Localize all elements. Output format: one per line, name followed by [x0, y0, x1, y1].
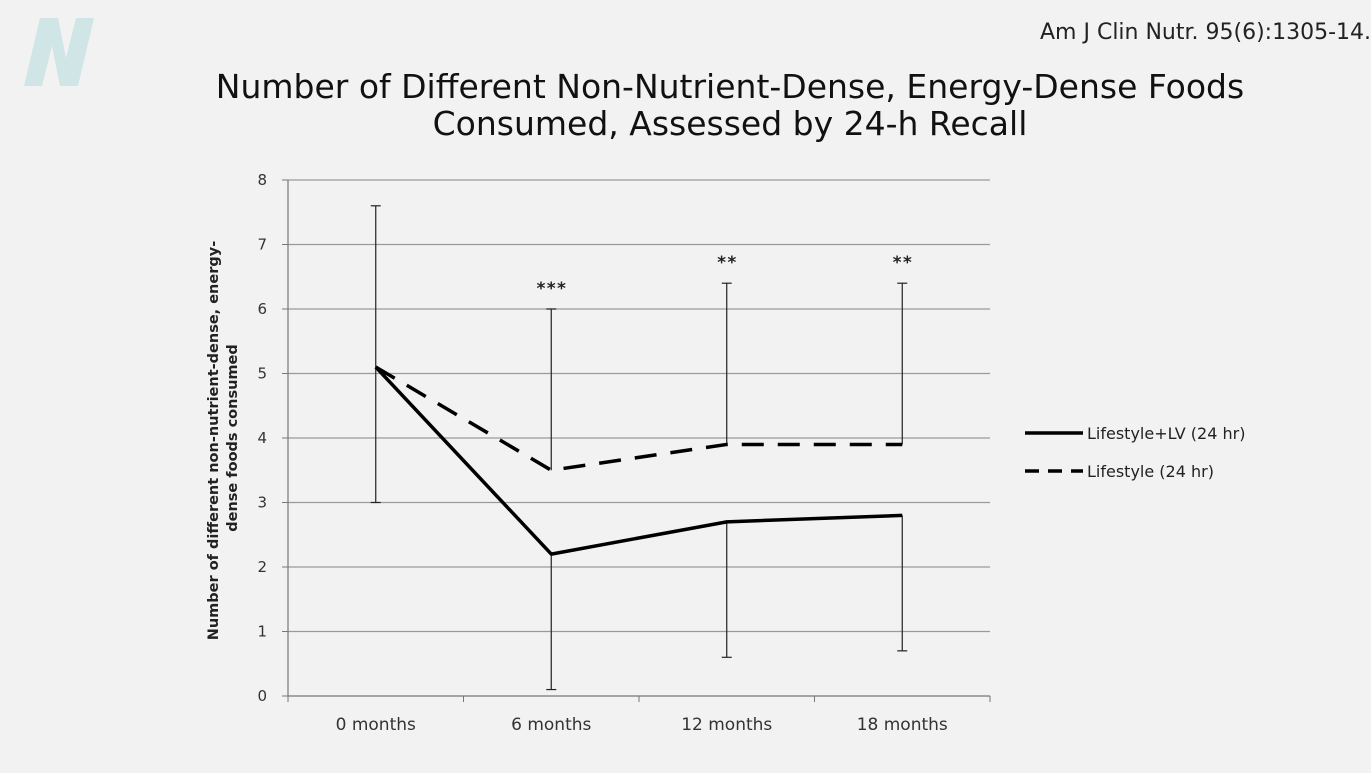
x-tick-label-0: 0 months — [336, 715, 416, 735]
significance-mark-2: ** — [717, 253, 737, 273]
y-axis-label-line-1: Number of different non-nutrient-dense, … — [206, 241, 222, 641]
series-line-0 — [374, 365, 903, 556]
chart-title-line-1: Number of Different Non-Nutrient-Dense, … — [215, 67, 1245, 106]
x-tick-label-1: 6 months — [511, 715, 591, 735]
legend-label-lifestyle-lv: Lifestyle+LV (24 hr) — [1087, 424, 1245, 443]
legend-label-lifestyle: Lifestyle (24 hr) — [1087, 462, 1214, 481]
citation-text: Am J Clin Nutr. 95(6):1305-14. — [1040, 20, 1371, 45]
y-tick-label-8: 8 — [257, 171, 267, 189]
significance-mark-3: ** — [892, 253, 912, 273]
y-tick-label-1: 1 — [257, 623, 267, 641]
y-axis-label-line-2: dense foods consumed — [225, 344, 241, 532]
chart-title: Number of Different Non-Nutrient-Dense, … — [120, 68, 1340, 142]
x-tick-label-2: 12 months — [681, 715, 772, 735]
y-axis-label: Number of different non-nutrient-dense, … — [206, 236, 241, 641]
y-tick-label-4: 4 — [257, 429, 267, 447]
y-tick-label-6: 6 — [257, 300, 267, 318]
grid-layer — [288, 179, 990, 633]
error-bars — [370, 205, 908, 691]
chart-title-line-2: Consumed, Assessed by 24-h Recall — [432, 104, 1028, 143]
y-tick-label-5: 5 — [257, 365, 267, 383]
y-tick-label-2: 2 — [257, 558, 267, 576]
significance-annotations: ***** ** — [536, 253, 913, 299]
significance-mark-1: *** — [536, 279, 567, 299]
axis-layer: 0 1 2 3 4 5 6 7 8 0 months 6 months 12 months 18 mon… — [257, 171, 991, 735]
x-tick-label-3: 18 months — [857, 715, 948, 735]
y-tick-label-7: 7 — [257, 236, 267, 254]
series-line-1 — [374, 365, 903, 472]
series-layer — [374, 365, 903, 556]
legend: Lifestyle+LV (24 hr) Lifestyle (24 hr) — [1025, 424, 1245, 481]
y-tick-label-3: 3 — [257, 494, 267, 512]
nutritionfacts-logo-icon — [24, 18, 94, 86]
y-tick-label-0: 0 — [257, 687, 267, 705]
